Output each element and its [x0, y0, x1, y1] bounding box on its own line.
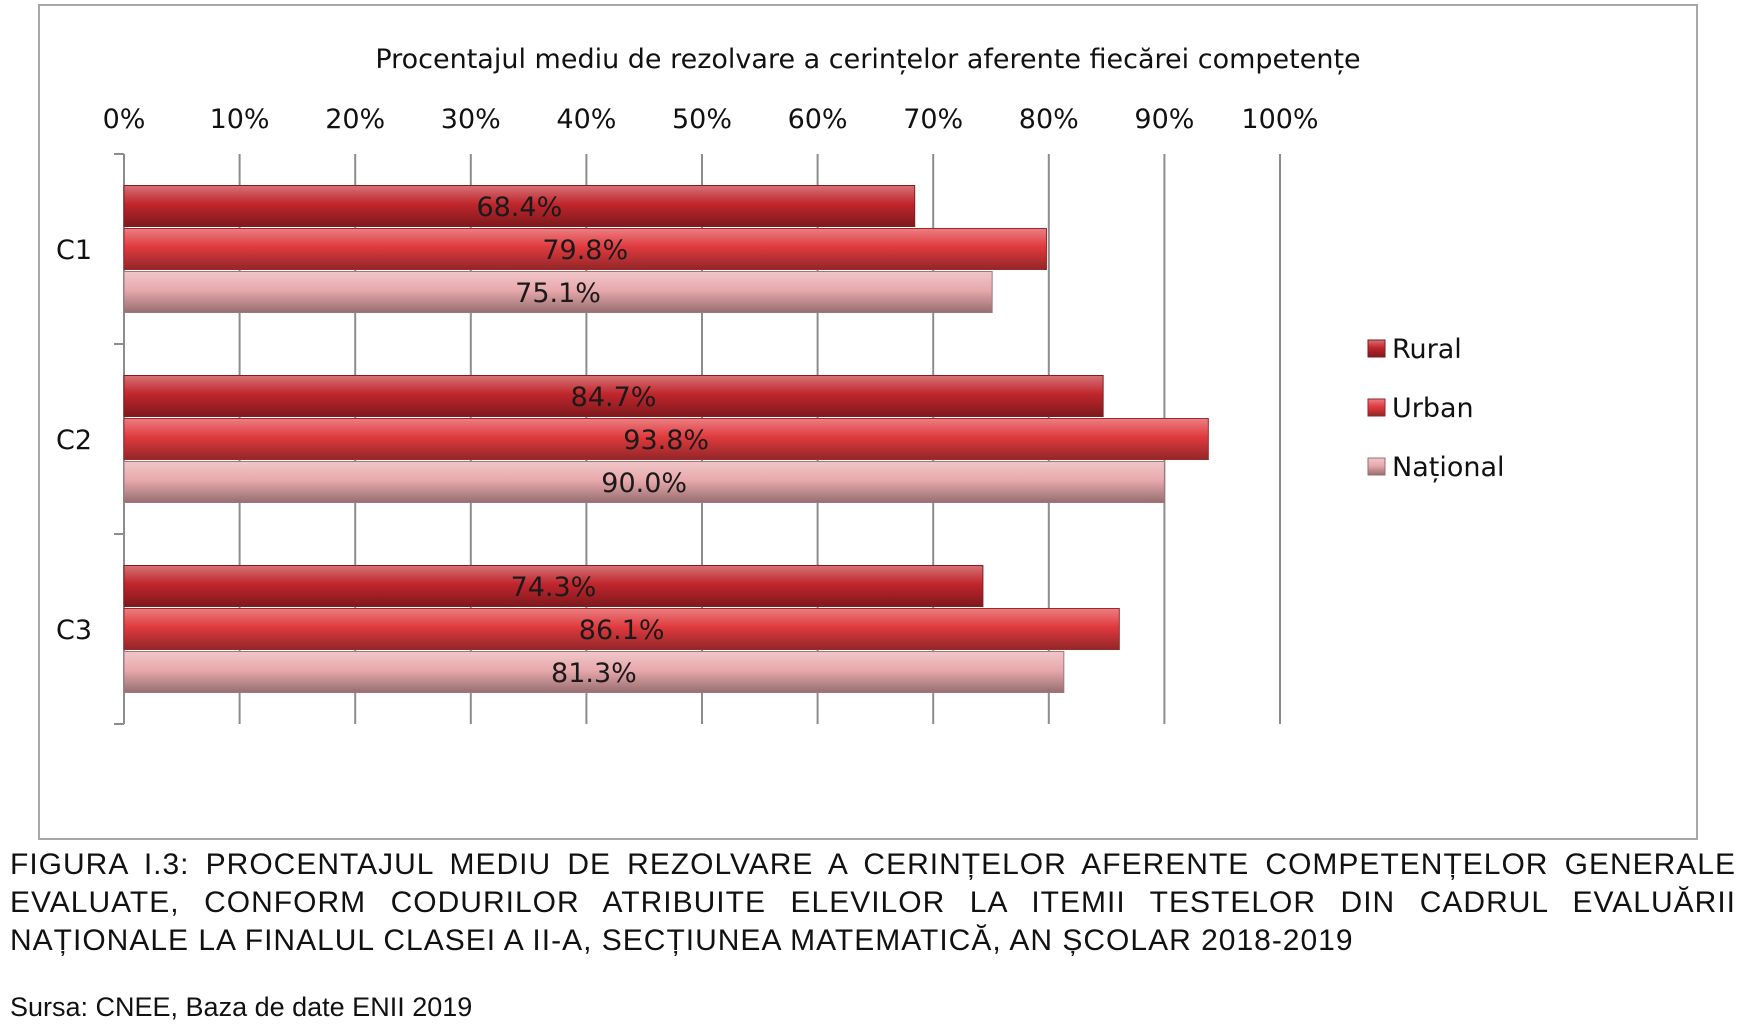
legend-swatch — [1367, 398, 1386, 417]
x-tick-label: 80% — [1019, 104, 1079, 135]
x-tick-label: 0% — [103, 104, 146, 135]
bar-național — [123, 271, 993, 313]
data-label: 79.8% — [542, 235, 628, 266]
legend-label: Național — [1392, 452, 1505, 483]
x-tick-label: 30% — [441, 104, 501, 135]
source-note: Sursa: CNEE, Baza de date ENII 2019 — [10, 992, 473, 1022]
x-tick-label: 20% — [325, 104, 385, 135]
legend-label: Rural — [1392, 334, 1462, 365]
data-label: 93.8% — [623, 425, 709, 456]
bar-național — [123, 461, 1165, 503]
bar-rural — [123, 375, 1104, 417]
x-tick-label: 90% — [1134, 104, 1194, 135]
category-label: C3 — [56, 615, 92, 646]
x-tick-label: 60% — [788, 104, 848, 135]
legend-label: Urban — [1392, 393, 1474, 424]
bar-urban — [123, 418, 1209, 460]
bar-urban — [123, 228, 1047, 270]
figure-caption: FIGURA I.3: PROCENTAJUL MEDIU DE REZOLVA… — [10, 848, 1736, 957]
legend-swatch — [1367, 339, 1386, 358]
bar-urban — [123, 608, 1120, 650]
legend-swatch — [1367, 457, 1386, 476]
data-label: 74.3% — [511, 572, 597, 603]
bar-național — [123, 651, 1065, 693]
chart-title: Procentajul mediu de rezolvare a cerințe… — [375, 44, 1360, 75]
data-label: 90.0% — [601, 468, 687, 499]
category-label: C2 — [56, 425, 92, 456]
legend: Rural Urban Național — [1367, 334, 1505, 483]
bar-rural — [123, 185, 916, 227]
x-tick-label: 40% — [556, 104, 616, 135]
chart-frame: Procentajul mediu de rezolvare a cerințe… — [38, 4, 1698, 840]
category-label: C1 — [56, 235, 92, 266]
data-label: 75.1% — [515, 278, 601, 309]
x-tick-label: 50% — [672, 104, 732, 135]
x-tick-label: 100% — [1241, 104, 1318, 135]
data-label: 81.3% — [551, 658, 637, 689]
bar-chart: Procentajul mediu de rezolvare a cerințe… — [56, 44, 1505, 725]
x-tick-label: 70% — [903, 104, 963, 135]
data-label: 86.1% — [579, 615, 665, 646]
bar-rural — [123, 565, 984, 607]
data-label: 84.7% — [571, 382, 657, 413]
x-tick-label: 10% — [210, 104, 270, 135]
data-label: 68.4% — [476, 192, 562, 223]
